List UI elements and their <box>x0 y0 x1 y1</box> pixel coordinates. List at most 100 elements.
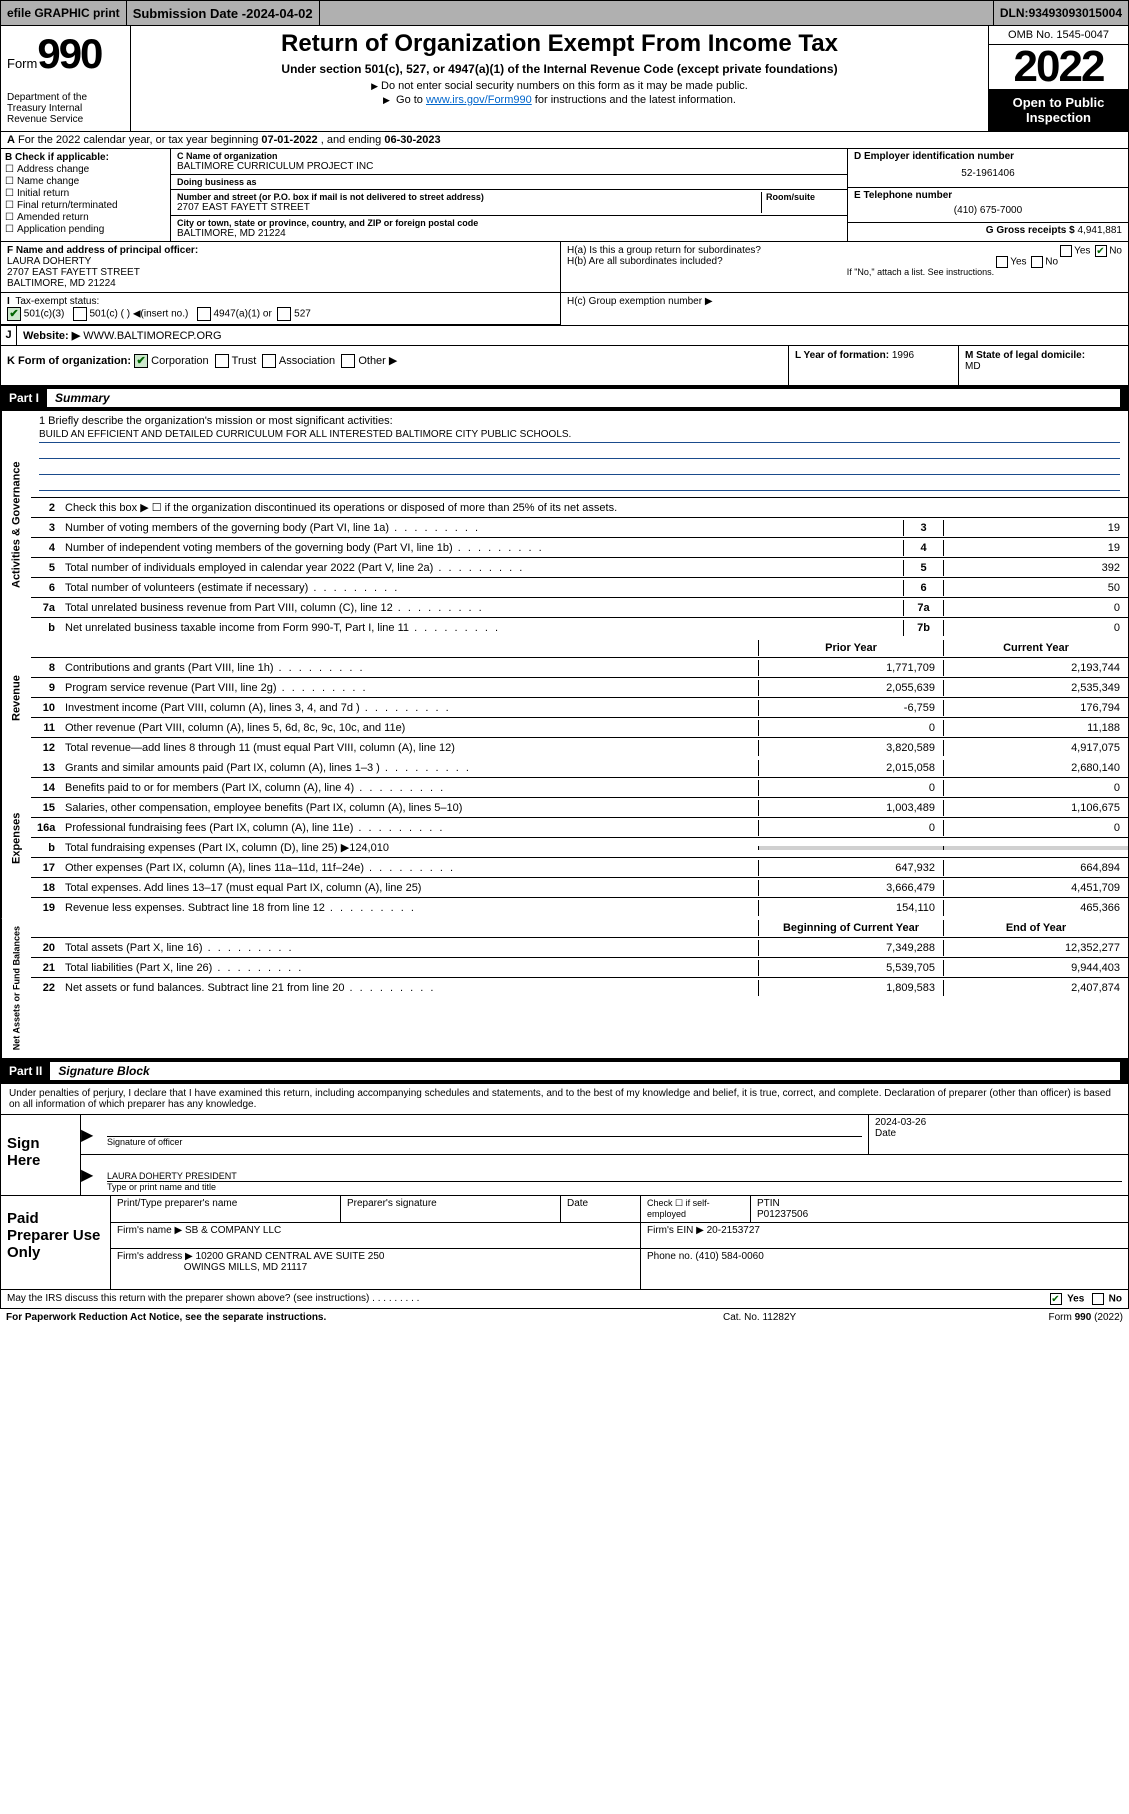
r6-v: 50 <box>943 580 1128 596</box>
tax-year: 2022 <box>989 45 1128 89</box>
chk-501c[interactable] <box>73 307 87 321</box>
r10-desc: Investment income (Part VIII, column (A)… <box>65 702 360 714</box>
r7b-desc: Net unrelated business taxable income fr… <box>65 622 409 634</box>
chk-name[interactable]: Name change <box>5 176 166 187</box>
ha-yes[interactable] <box>1060 245 1072 257</box>
r11-c: 11,188 <box>943 720 1128 736</box>
row-7a: 7aTotal unrelated business revenue from … <box>31 598 1128 618</box>
dba-label: Doing business as <box>177 177 841 187</box>
yes-label: Yes <box>1074 246 1090 257</box>
sig-arrow-2: ▶ <box>81 1155 101 1195</box>
chk-assoc[interactable] <box>262 354 276 368</box>
discuss-row: May the IRS discuss this return with the… <box>0 1290 1129 1309</box>
form-container: efile GRAPHIC print Submission Date - 20… <box>0 0 1129 1326</box>
r18-desc: Total expenses. Add lines 13–17 (must eq… <box>65 882 421 894</box>
r11-p: 0 <box>758 720 943 736</box>
r12-desc: Total revenue—add lines 8 through 11 (mu… <box>65 742 455 754</box>
submission-date: Submission Date - 2024-04-02 <box>127 1 320 25</box>
hb-yes[interactable] <box>996 256 1008 268</box>
ha: H(a) Is this a group return for subordin… <box>567 245 1122 256</box>
r16b-c <box>943 846 1128 850</box>
r20-desc: Total assets (Part X, line 16) <box>65 942 203 954</box>
prep-row-2: Firm's name ▶ SB & COMPANY LLC Firm's EI… <box>111 1223 1128 1249</box>
row-7b: bNet unrelated business taxable income f… <box>31 618 1128 638</box>
efile-label: efile GRAPHIC print <box>1 1 127 25</box>
firm-addr-label: Firm's address ▶ <box>117 1251 193 1262</box>
note2-post: for instructions and the latest informat… <box>532 94 736 106</box>
discuss-yes[interactable] <box>1050 1293 1062 1305</box>
chk-other[interactable] <box>341 354 355 368</box>
ein-cell: D Employer identification number 52-1961… <box>848 149 1128 188</box>
prep-self-emp: Check ☐ if self-employed <box>641 1196 751 1222</box>
chk-501c3[interactable] <box>7 307 21 321</box>
firm-addr1: 10200 GRAND CENTRAL AVE SUITE 250 <box>196 1251 385 1262</box>
r10-c: 176,794 <box>943 700 1128 716</box>
row-22: 22Net assets or fund balances. Subtract … <box>31 978 1128 998</box>
r17-desc: Other expenses (Part IX, column (A), lin… <box>65 862 364 874</box>
r15-c: 1,106,675 <box>943 800 1128 816</box>
r9-p: 2,055,639 <box>758 680 943 696</box>
prep-date-hdr: Date <box>561 1196 641 1222</box>
chk-pending[interactable]: Application pending <box>5 224 166 235</box>
firm-label: Firm's name ▶ <box>117 1225 182 1236</box>
ha-no[interactable] <box>1095 245 1107 257</box>
r16b-p <box>758 846 943 850</box>
mission-line-3 <box>39 461 1120 475</box>
hb: H(b) Are all subordinates included? Yes … <box>567 256 1122 267</box>
ty-begin: 07-01-2022 <box>261 134 317 146</box>
website-label: Website: ▶ <box>23 330 80 342</box>
addr-label: Number and street (or P.O. box if mail i… <box>177 192 761 202</box>
r4-v: 19 <box>943 540 1128 556</box>
form-number: 990 <box>37 30 101 77</box>
chk-address[interactable]: Address change <box>5 164 166 175</box>
hb-no[interactable] <box>1031 256 1043 268</box>
row-9: 9Program service revenue (Part VIII, lin… <box>31 678 1128 698</box>
sig-name-val: LAURA DOHERTY PRESIDENT <box>107 1157 1122 1182</box>
addr: 2707 EAST FAYETT STREET <box>177 202 761 213</box>
assoc: Association <box>279 355 335 367</box>
row-10: 10Investment income (Part VIII, column (… <box>31 698 1128 718</box>
r9-c: 2,535,349 <box>943 680 1128 696</box>
r2-desc: Check this box ▶ ☐ if the organization d… <box>61 499 1128 516</box>
sig-date-val: 2024-03-26 <box>875 1117 1122 1128</box>
part2-title: Signature Block <box>50 1062 1120 1080</box>
officer-cell: F Name and address of principal officer:… <box>1 242 561 292</box>
part1-header: Part I Summary <box>0 386 1129 411</box>
row-6: 6Total number of volunteers (estimate if… <box>31 578 1128 598</box>
tax-status-label: Tax-exempt status: <box>15 296 99 307</box>
exp-content: 13Grants and similar amounts paid (Part … <box>31 758 1128 918</box>
note2-pre: Go to <box>396 94 426 106</box>
cat-no: Cat. No. 11282Y <box>723 1312 923 1323</box>
ptin-label: PTIN <box>757 1198 780 1209</box>
title-box: Return of Organization Exempt From Incom… <box>131 26 988 131</box>
chk-527[interactable] <box>277 307 291 321</box>
sig-date-label: Date <box>875 1128 1122 1139</box>
irs-link[interactable]: www.irs.gov/Form990 <box>426 94 532 106</box>
chk-initial[interactable]: Initial return <box>5 188 166 199</box>
chk-corp[interactable] <box>134 354 148 368</box>
chk-amended[interactable]: Amended return <box>5 212 166 223</box>
exp-section: Expenses 13Grants and similar amounts pa… <box>1 758 1128 918</box>
r17-p: 647,932 <box>758 860 943 876</box>
officer-name: LAURA DOHERTY <box>7 256 554 267</box>
prep-row-1: Print/Type preparer's name Preparer's si… <box>111 1196 1128 1223</box>
chk-final[interactable]: Final return/terminated <box>5 200 166 211</box>
yes-label-3: Yes <box>1067 1294 1084 1305</box>
r7b-v: 0 <box>943 620 1128 636</box>
row-18: 18Total expenses. Add lines 13–17 (must … <box>31 878 1128 898</box>
dln: DLN: 93493093015004 <box>994 1 1128 25</box>
discuss-yn: Yes No <box>1048 1293 1122 1305</box>
part1-title: Summary <box>47 389 1120 407</box>
r5-desc: Total number of individuals employed in … <box>65 562 433 574</box>
col-c: C Name of organization BALTIMORE CURRICU… <box>171 149 848 241</box>
na-hdr: Beginning of Current YearEnd of Year <box>31 918 1128 938</box>
527: 527 <box>294 309 311 320</box>
chk-4947[interactable] <box>197 307 211 321</box>
domicile: M State of legal domicile:MD <box>958 346 1128 385</box>
discuss-no[interactable] <box>1092 1293 1104 1305</box>
ptin: P01237506 <box>757 1209 808 1220</box>
gov-section: Activities & Governance 1 Briefly descri… <box>1 411 1128 638</box>
chk-trust[interactable] <box>215 354 229 368</box>
sig-officer: Signature of officer <box>101 1115 868 1154</box>
r6-nb: 6 <box>903 580 943 596</box>
